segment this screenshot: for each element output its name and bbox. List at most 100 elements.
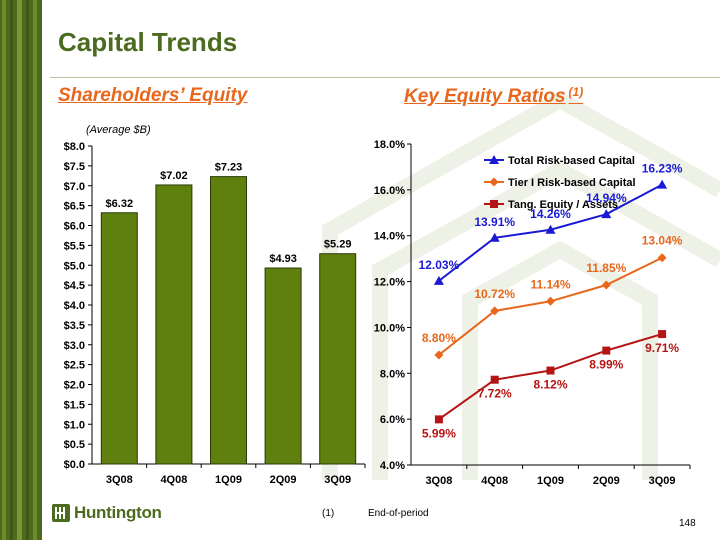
data-label-total-risk-based-capital: 13.91% bbox=[474, 215, 515, 229]
footnote-text: End-of-period bbox=[368, 508, 429, 519]
data-label-tang-equity-assets: 5.99% bbox=[422, 426, 456, 440]
series-total-risk-based-capital: 12.03% 13.91% 14.26% 14.94% 16.23% bbox=[419, 162, 683, 285]
data-label-tang-equity-assets: 8.99% bbox=[589, 358, 623, 372]
legend-marker-tier-i-risk-based-capital bbox=[489, 177, 499, 187]
legend-label-tang-equity-assets: Tang. Equity / Assets bbox=[508, 199, 618, 211]
data-point-tang-equity-assets bbox=[602, 346, 611, 355]
bar-x-tick-label: 3Q08 bbox=[106, 474, 133, 486]
bar-value-label: $7.02 bbox=[160, 170, 188, 182]
series-line-tier-i-risk-based-capital bbox=[438, 256, 663, 356]
line-x-tick-label: 2Q09 bbox=[593, 475, 620, 487]
data-point-total-risk-based-capital bbox=[489, 232, 500, 242]
data-label-tier-i-risk-based-capital: 11.14% bbox=[530, 277, 570, 291]
bar-y-tick-label: $5.5 bbox=[64, 240, 85, 252]
bar-2Q09 bbox=[264, 267, 302, 465]
footnote-marker: (1) bbox=[322, 508, 335, 519]
logo-wordmark: Huntington bbox=[74, 503, 162, 522]
bar-y-tick-label: $5.0 bbox=[64, 260, 85, 272]
huntington-logo-icon bbox=[52, 504, 70, 522]
data-point-tier-i-risk-based-capital bbox=[601, 280, 611, 290]
data-label-tier-i-risk-based-capital: 8.80% bbox=[422, 331, 456, 345]
line-x-tick-label: 3Q09 bbox=[649, 475, 676, 487]
bar-value-label: $4.93 bbox=[269, 253, 297, 265]
bar-x-tick-label: 1Q09 bbox=[215, 474, 242, 486]
line-y-tick-label: 12.0% bbox=[374, 277, 405, 289]
data-label-tier-i-risk-based-capital: 11.85% bbox=[586, 261, 626, 275]
bar-y-tick-label: $6.5 bbox=[64, 201, 85, 213]
title-divider bbox=[50, 77, 720, 78]
page-title: Capital Trends bbox=[58, 27, 238, 57]
bar-value-label: $5.29 bbox=[324, 239, 352, 251]
bar-x-tick-label: 4Q08 bbox=[160, 474, 187, 486]
left-decorative-band bbox=[0, 0, 42, 540]
line-y-tick-label: 14.0% bbox=[374, 231, 405, 243]
legend-label-tier-i-risk-based-capital: Tier I Risk-based Capital bbox=[508, 177, 636, 189]
data-point-tang-equity-assets bbox=[546, 366, 555, 375]
line-y-tick-label: 6.0% bbox=[380, 414, 405, 426]
series-tang-equity-assets: 5.99% 7.72% 8.12% 8.99% 9.71% bbox=[422, 330, 679, 440]
data-label-tang-equity-assets: 7.72% bbox=[478, 387, 512, 401]
bar-y-tick-label: $1.5 bbox=[64, 399, 85, 411]
line-y-tick-label: 18.0% bbox=[374, 139, 405, 151]
line-x-tick-label: 3Q08 bbox=[425, 475, 452, 487]
line-x-tick-label: 4Q08 bbox=[481, 475, 508, 487]
data-point-tang-equity-assets bbox=[490, 375, 499, 384]
data-point-tang-equity-assets bbox=[658, 330, 667, 339]
data-label-tang-equity-assets: 9.71% bbox=[645, 341, 679, 355]
data-point-tier-i-risk-based-capital bbox=[546, 296, 555, 306]
chart-subtitle: (Average $B) bbox=[86, 124, 151, 136]
legend-label-total-risk-based-capital: Total Risk-based Capital bbox=[508, 155, 635, 167]
bar-y-tick-label: $8.0 bbox=[64, 141, 85, 153]
bar-x-tick-label: 3Q09 bbox=[324, 474, 351, 486]
bar-1Q09 bbox=[210, 176, 247, 465]
bar-3Q08 bbox=[100, 212, 138, 465]
bar-y-tick-label: $6.0 bbox=[64, 221, 85, 233]
bar-y-tick-label: $3.5 bbox=[64, 320, 85, 332]
bar-y-tick-label: $2.0 bbox=[64, 380, 85, 392]
bar-y-tick-label: $4.0 bbox=[64, 300, 85, 312]
bar-y-tick-label: $1.0 bbox=[64, 419, 85, 431]
bar-y-tick-label: $0.0 bbox=[64, 459, 85, 471]
line-y-tick-label: 8.0% bbox=[380, 368, 405, 380]
data-point-tier-i-risk-based-capital bbox=[490, 306, 500, 316]
data-point-tang-equity-assets bbox=[434, 415, 443, 424]
line-y-tick-label: 10.0% bbox=[374, 322, 405, 334]
data-label-tier-i-risk-based-capital: 13.04% bbox=[642, 234, 683, 248]
page-number: 148 bbox=[679, 518, 696, 529]
legend-marker-total-risk-based-capital bbox=[489, 155, 499, 164]
bar-value-label: $7.23 bbox=[215, 162, 243, 174]
bar-3Q09 bbox=[319, 253, 357, 465]
data-point-total-risk-based-capital bbox=[545, 224, 556, 234]
bar-y-tick-label: $0.5 bbox=[64, 439, 85, 451]
shareholders-equity-heading: Shareholders’ Equity bbox=[58, 85, 248, 106]
heading-footnote-marker: (1) bbox=[568, 85, 584, 99]
data-point-tier-i-risk-based-capital bbox=[434, 350, 444, 360]
bar-4Q08 bbox=[155, 184, 193, 465]
data-label-total-risk-based-capital: 14.94% bbox=[586, 191, 627, 205]
key-equity-ratios-heading: Key Equity Ratios (1) bbox=[404, 85, 584, 107]
data-point-total-risk-based-capital bbox=[433, 275, 444, 285]
chart-legend: Total Risk-based Capital Tier I Risk-base… bbox=[484, 155, 636, 211]
bar-y-tick-label: $7.0 bbox=[64, 181, 85, 193]
bar-y-tick-label: $3.0 bbox=[64, 340, 85, 352]
line-y-tick-label: 16.0% bbox=[374, 185, 405, 197]
data-point-total-risk-based-capital bbox=[601, 209, 612, 219]
bar-y-tick-label: $2.5 bbox=[64, 360, 85, 372]
bar-y-tick-label: $7.5 bbox=[64, 161, 85, 173]
data-label-tang-equity-assets: 8.12% bbox=[533, 378, 567, 392]
line-x-tick-label: 1Q09 bbox=[537, 475, 564, 487]
line-y-tick-label: 4.0% bbox=[380, 460, 405, 472]
data-point-total-risk-based-capital bbox=[657, 179, 668, 189]
data-label-total-risk-based-capital: 14.26% bbox=[530, 207, 571, 221]
data-label-tier-i-risk-based-capital: 10.72% bbox=[474, 287, 515, 301]
series-tier-i-risk-based-capital: 8.80% 10.72% 11.14% 11.85% 13.04% bbox=[422, 234, 683, 360]
data-label-total-risk-based-capital: 16.23% bbox=[642, 162, 683, 176]
huntington-logo: Huntington bbox=[52, 503, 162, 523]
bar-value-label: $6.32 bbox=[106, 198, 134, 210]
bar-y-tick-label: $4.5 bbox=[64, 280, 85, 292]
data-point-tier-i-risk-based-capital bbox=[657, 253, 667, 263]
data-label-total-risk-based-capital: 12.03% bbox=[419, 258, 460, 272]
legend-marker-tang-equity-assets bbox=[490, 200, 498, 208]
